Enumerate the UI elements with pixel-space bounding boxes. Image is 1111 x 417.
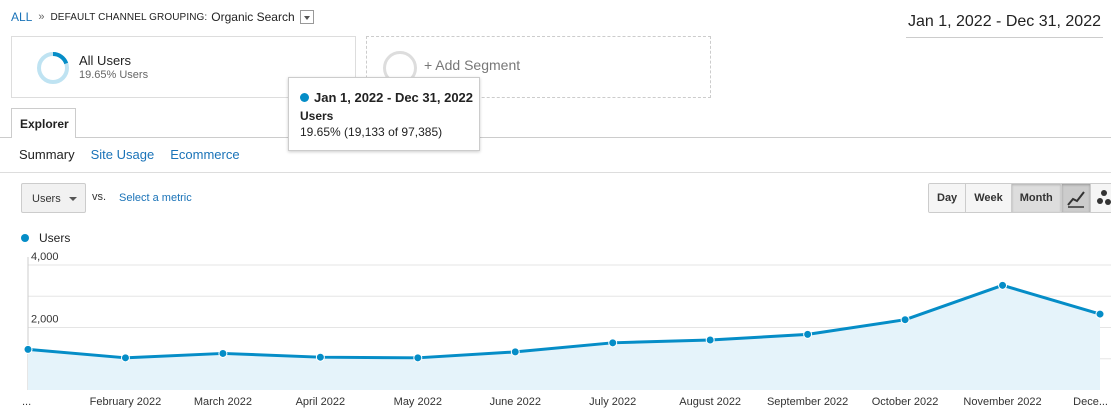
line-chart-icon bbox=[1067, 191, 1085, 208]
subtab-summary[interactable]: Summary bbox=[19, 147, 75, 162]
subtab-bar: Summary Site Usage Ecommerce bbox=[19, 147, 256, 162]
granularity-toggle: Day Week Month bbox=[928, 183, 1062, 213]
date-range-selector[interactable]: Jan 1, 2022 - Dec 31, 2022 bbox=[905, 13, 1103, 38]
data-point[interactable] bbox=[23, 344, 33, 354]
subtab-divider bbox=[0, 172, 1111, 173]
tooltip-header: Jan 1, 2022 - Dec 31, 2022 bbox=[300, 90, 479, 105]
breadcrumb: ALL » DEFAULT CHANNEL GROUPING: Organic … bbox=[11, 10, 314, 24]
x-tick-label: November 2022 bbox=[963, 396, 1041, 408]
x-tick-label: February 2022 bbox=[90, 396, 162, 408]
segment-card-all-users[interactable]: All Users 19.65% Users bbox=[11, 36, 356, 98]
data-point[interactable] bbox=[608, 338, 618, 348]
segment-subtitle: 19.65% Users bbox=[79, 69, 149, 81]
data-point[interactable] bbox=[1095, 309, 1105, 319]
y-tick-label: 2,000 bbox=[31, 314, 59, 326]
x-tick-label: September 2022 bbox=[767, 396, 848, 408]
metric-select[interactable]: Users bbox=[21, 183, 86, 213]
tab-divider bbox=[0, 137, 1111, 138]
select-metric-link[interactable]: Select a metric bbox=[119, 192, 192, 204]
breadcrumb-all-link[interactable]: ALL bbox=[11, 10, 33, 24]
data-point[interactable] bbox=[315, 352, 325, 362]
data-point[interactable] bbox=[900, 315, 910, 325]
x-tick-label: March 2022 bbox=[194, 396, 252, 408]
breadcrumb-dimension-value: Organic Search bbox=[211, 10, 295, 24]
motion-chart-view-button[interactable] bbox=[1090, 183, 1111, 213]
add-segment-label: + Add Segment bbox=[424, 57, 521, 73]
x-tick-label: May 2022 bbox=[394, 396, 442, 408]
users-area-fill bbox=[28, 285, 1100, 390]
segment-tooltip: Jan 1, 2022 - Dec 31, 2022 Users 19.65% … bbox=[288, 77, 480, 151]
users-line-chart: 4,000 2,000... February 2022 March 2022 Apri… bbox=[22, 251, 1111, 408]
x-tick-label: ... bbox=[22, 396, 31, 408]
chart-legend: Users bbox=[21, 231, 70, 245]
month-button[interactable]: Month bbox=[1011, 184, 1061, 212]
segment-ring-icon bbox=[37, 52, 69, 84]
tab-explorer[interactable]: Explorer bbox=[11, 108, 76, 138]
data-point[interactable] bbox=[120, 353, 130, 363]
dimension-dropdown-icon[interactable] bbox=[299, 10, 314, 24]
line-chart-view-button[interactable] bbox=[1061, 183, 1091, 213]
x-tick-label: April 2022 bbox=[296, 396, 346, 408]
tooltip-date-range: Jan 1, 2022 - Dec 31, 2022 bbox=[314, 90, 474, 105]
subtab-ecommerce[interactable]: Ecommerce bbox=[170, 147, 240, 162]
data-point[interactable] bbox=[998, 280, 1008, 290]
subtab-site-usage[interactable]: Site Usage bbox=[90, 147, 155, 162]
x-tick-label: June 2022 bbox=[490, 396, 541, 408]
data-point[interactable] bbox=[218, 348, 228, 358]
segment-name: All Users bbox=[79, 53, 132, 68]
x-tick-label: August 2022 bbox=[679, 396, 741, 408]
tooltip-dot-icon bbox=[300, 93, 309, 102]
tooltip-value: 19.65% (19,133 of 97,385) bbox=[300, 125, 443, 139]
x-tick-label: October 2022 bbox=[872, 396, 939, 408]
y-tick-label: 4,000 bbox=[31, 251, 59, 263]
breadcrumb-dimension-label: DEFAULT CHANNEL GROUPING: bbox=[50, 11, 208, 23]
data-point[interactable] bbox=[705, 335, 715, 345]
week-button[interactable]: Week bbox=[966, 184, 1012, 212]
data-point[interactable] bbox=[413, 353, 423, 363]
tooltip-metric: Users bbox=[300, 109, 334, 123]
breadcrumb-separator: » bbox=[38, 11, 45, 23]
x-tick-label: July 2022 bbox=[589, 396, 636, 408]
day-button[interactable]: Day bbox=[929, 184, 967, 212]
users-series-line bbox=[27, 283, 1101, 360]
legend-dot-icon bbox=[21, 234, 29, 242]
vs-label: vs. bbox=[92, 191, 107, 203]
data-point[interactable] bbox=[803, 329, 813, 339]
legend-label-users: Users bbox=[39, 231, 71, 245]
x-tick-label: Dece... bbox=[1073, 396, 1108, 408]
motion-chart-icon bbox=[1097, 190, 1111, 205]
data-point[interactable] bbox=[510, 347, 520, 357]
